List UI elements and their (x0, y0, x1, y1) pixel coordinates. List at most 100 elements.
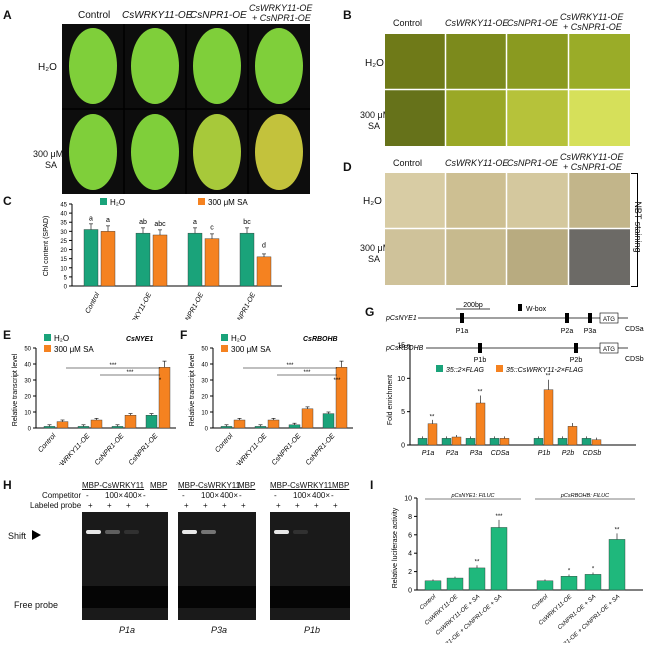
y-tick-label: 0 (28, 427, 32, 433)
lane-header-mbp-cswrky11: MBP-CsWRKY11 (82, 481, 145, 490)
panel-d-row-sa-1: 300 μM (360, 243, 391, 253)
competitor-value: - (331, 491, 334, 500)
luciferase-bar (608, 539, 626, 591)
significance-letter: ab (139, 219, 147, 226)
y-tick-label: 50 (24, 347, 31, 353)
bar-cdsa-1 (499, 438, 510, 446)
panel-a-row-sa-1: 300 μM (33, 149, 64, 159)
panel-d-col-control: Control (393, 158, 423, 168)
legend-label-flag: 35::2×FLAG (446, 367, 484, 374)
labeled-probe-label: Labeled probe (30, 501, 82, 510)
panel-b-col-npr: CsNPR1-OE (507, 18, 559, 28)
bar-p1a-1 (427, 423, 438, 446)
gene-title: CsRBOHB (303, 336, 338, 343)
bar-csnpr1-oe-0 (288, 424, 301, 429)
gene-title: CsNYE1 (126, 336, 153, 343)
lane-header-mbp: MBP (332, 481, 350, 490)
bar-control-1 (233, 419, 246, 429)
significance-letter: abc (154, 221, 166, 228)
significance-stars: * (159, 378, 162, 384)
x-tick-label: CsNPR1-OE (271, 432, 303, 465)
chart-c: 0 5 10 15 20 25 30 35 40 45 Control CsWRKY11-OE CsNP… (43, 198, 282, 320)
y-axis-label: Relative luciferase activity (392, 507, 399, 588)
x-tick-label: CsWRKY11-OE + CsNPR1-OE (206, 291, 258, 320)
significance-letter: c (210, 225, 214, 232)
y-axis-label: Relative transcript level (189, 353, 196, 426)
luciferase-bar (560, 575, 578, 591)
competitor-value: - (143, 491, 146, 500)
y-tick-label: 40 (60, 212, 67, 218)
x-tick-label: P2b (562, 450, 575, 457)
significance-stars: *** (126, 370, 134, 376)
panel-f-label: F (180, 328, 188, 342)
legend-label-wrky-flag: 35::CsWRKY11-2×FLAG (506, 367, 584, 374)
probe-value: + (222, 501, 227, 510)
significance-stars: * (568, 569, 571, 575)
competitor-value: 100× (201, 491, 220, 500)
bar-cswrky11-oe-1 (152, 234, 168, 287)
panel-d-row-h2o: H₂O (363, 196, 382, 207)
bar-p1b-1 (543, 389, 554, 446)
atg-label-1: ATG (603, 317, 615, 323)
bar-control-0 (43, 426, 56, 429)
bar-control-0 (83, 229, 99, 287)
significance-letter: d (262, 243, 266, 250)
y-tick-label: 50 (201, 347, 208, 353)
cds-label-1: CDSa (625, 326, 644, 333)
x-tick-label: CsWRKY11-OE (53, 432, 91, 465)
y-tick-label: 25 (60, 239, 67, 245)
panel-b-row-h2o: H₂O (365, 58, 384, 69)
y-tick-label: 0 (205, 427, 209, 433)
y-tick-label: 10 (404, 496, 412, 503)
x-tick-label: Control (214, 432, 235, 454)
bar-cswrky11-oe-csnpr1-oe-0 (239, 232, 255, 287)
panel-a-col-combo-1: CsWRKY11-OE (249, 3, 313, 13)
x-tick-label: P1b (538, 450, 551, 457)
y-tick-label: 30 (60, 230, 67, 236)
panel-b-row-sa-2: SA (368, 121, 381, 131)
y-tick-label: 15 (397, 343, 405, 350)
panel-a-col-control: Control (78, 10, 111, 21)
significance-stars: *** (109, 363, 117, 369)
bar-cswrky11-oe-0 (77, 426, 90, 429)
bar-cdsb-1 (591, 439, 602, 446)
probe-value: + (276, 501, 281, 510)
panel-i-label: I (370, 478, 374, 492)
y-tick-label: 0 (408, 588, 412, 595)
nbt-bracket (631, 173, 638, 287)
bar-cswrky11-oe-csnpr1-oe-1 (256, 256, 272, 287)
competitor-value: 400× (124, 491, 143, 500)
bar-cswrky11-oe-0 (135, 232, 151, 287)
probe-value: + (107, 501, 112, 510)
y-tick-label: 10 (24, 411, 31, 417)
competitor-value: - (239, 491, 242, 500)
significance-stars: *** (286, 363, 294, 369)
probe-value: + (314, 501, 319, 510)
panel-b-row-sa-1: 300 μM (360, 110, 391, 120)
probe-label: P1a (119, 625, 136, 635)
bar-cswrky11-oe-csnpr1-oe-0 (145, 414, 158, 429)
legend-swatch-wrky-flag (496, 365, 503, 372)
cds-label-2: CDSb (625, 356, 644, 363)
free-probe-label: Free probe (14, 600, 59, 610)
lane-header-mbp-cswrky11: MBP-CsWRKY11 (178, 481, 241, 490)
x-tick-label: P2a (446, 450, 459, 457)
y-tick-label: 5 (64, 275, 68, 281)
y-tick-label: 40 (201, 363, 208, 369)
panel-b-col-combo-1: CsWRKY11-OE (560, 12, 624, 22)
panel-d-row-sa-2: SA (368, 254, 381, 264)
shift-arrow-icon (32, 530, 41, 540)
y-tick-label: 4 (408, 551, 412, 558)
panel-d-col-npr: CsNPR1-OE (507, 158, 559, 168)
probe-value: + (184, 501, 189, 510)
y-tick-label: 0 (401, 443, 405, 450)
panel-b-col-wrky: CsWRKY11-OE (445, 18, 509, 28)
probe-value: + (126, 501, 131, 510)
bar-cswrky11-oe-csnpr1-oe-1 (335, 367, 348, 429)
bar-csnpr1-oe-1 (204, 238, 220, 287)
wbox-icon (588, 313, 592, 323)
panel-e-label: E (3, 328, 12, 342)
probe-value: + (241, 501, 246, 510)
bar-control-0 (220, 426, 233, 429)
